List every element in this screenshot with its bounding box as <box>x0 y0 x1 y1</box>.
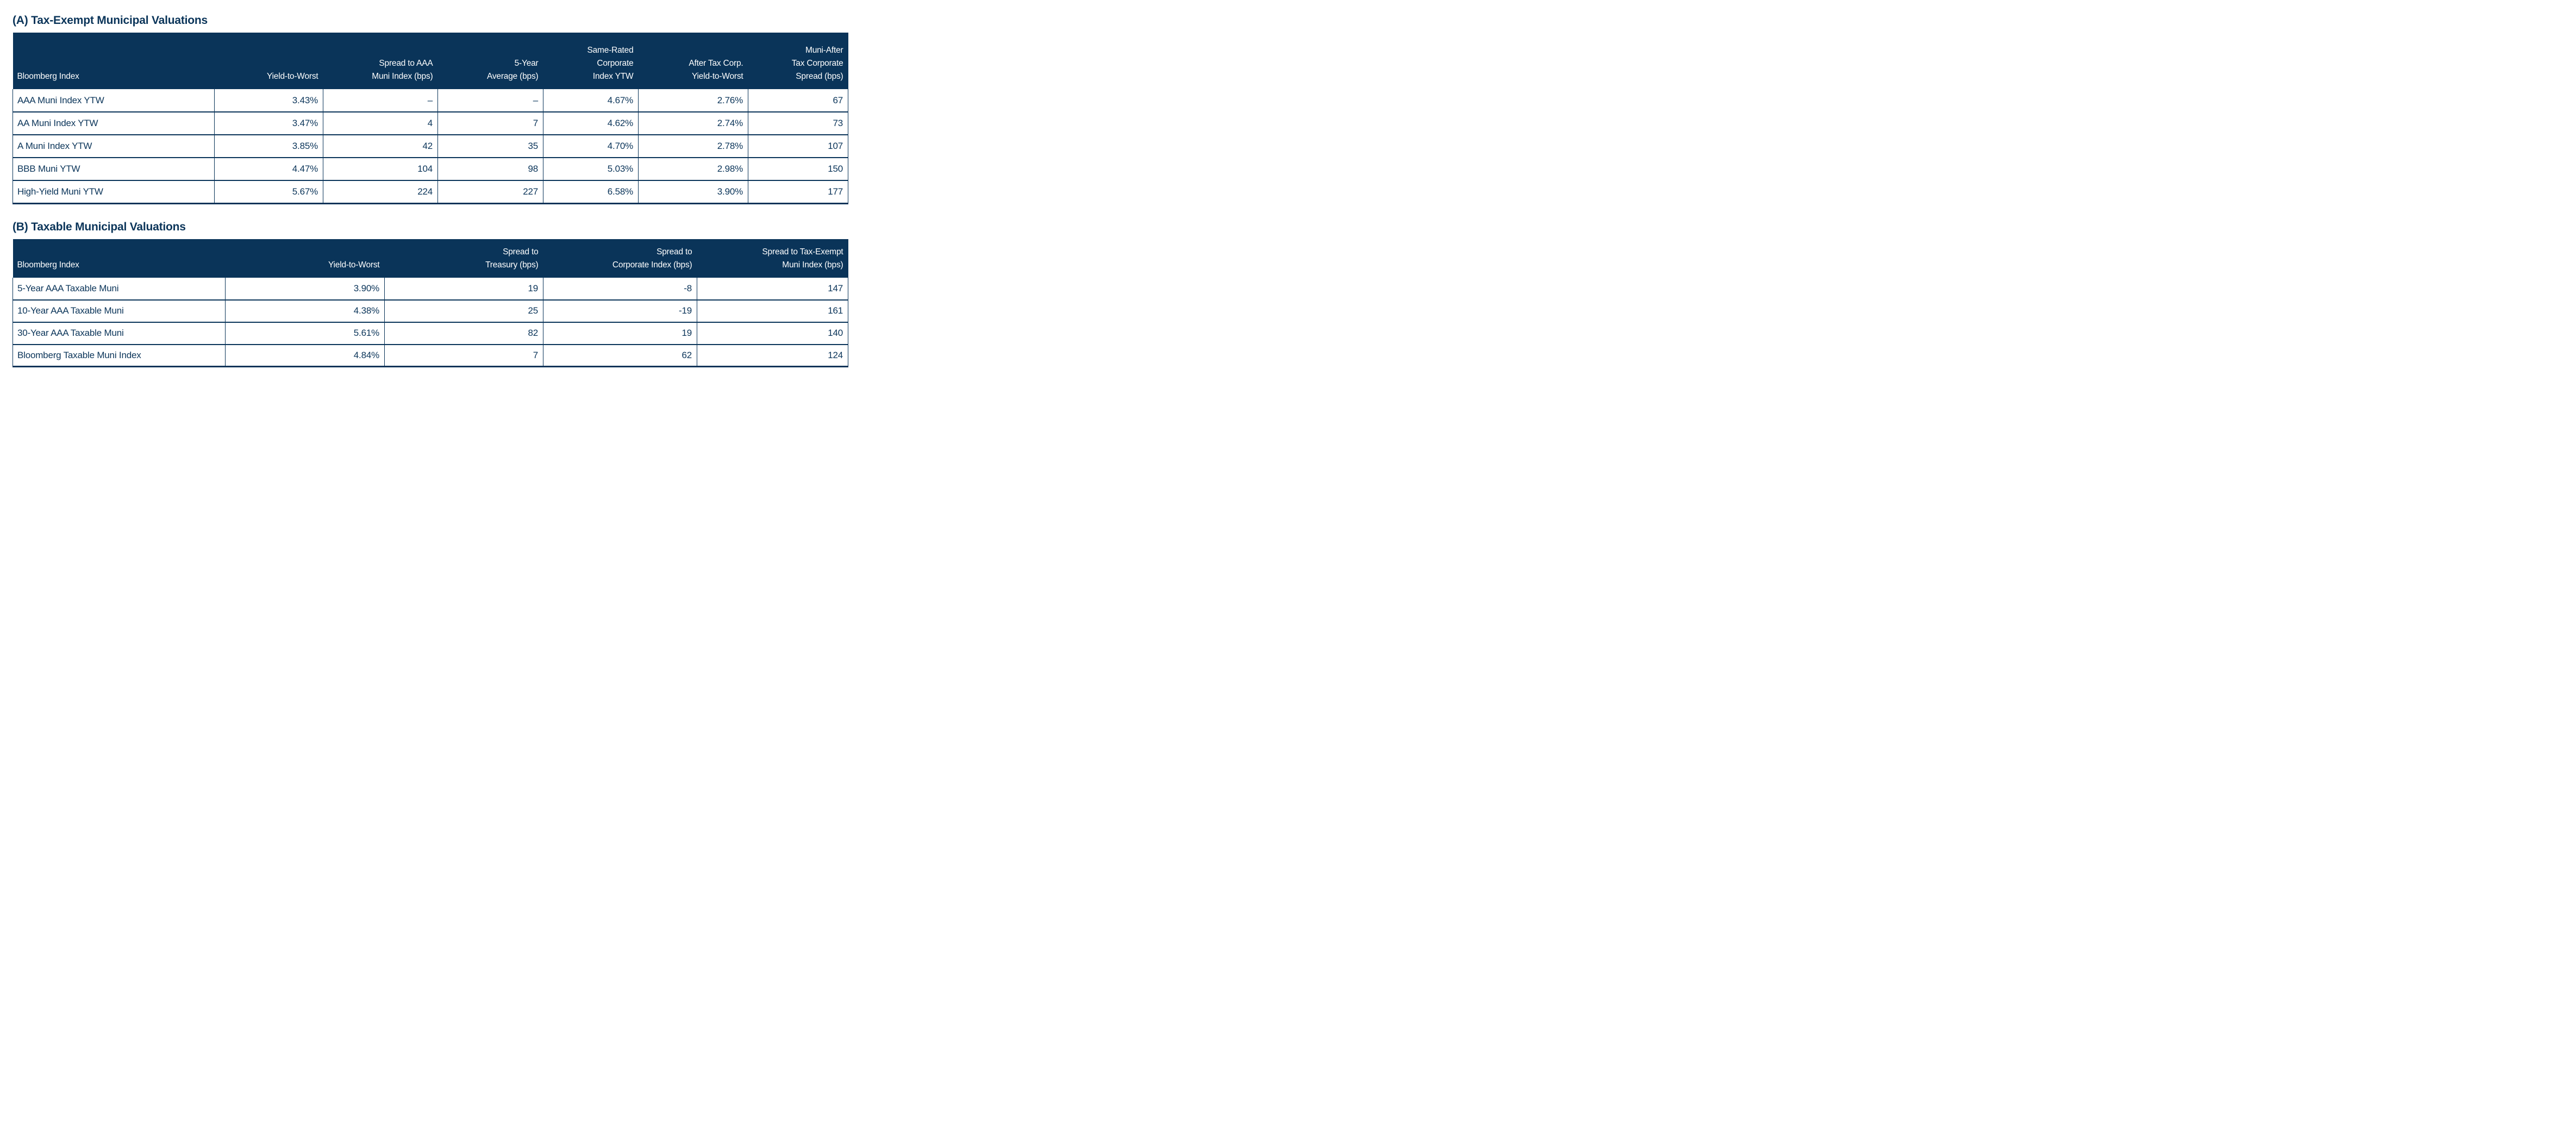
table-row: AAA Muni Index YTW 3.43% – – 4.67% 2.76%… <box>12 89 848 112</box>
value-cell: 104 <box>323 157 438 181</box>
value-cell: -8 <box>543 277 697 300</box>
value-cell: 227 <box>437 180 543 204</box>
value-cell: 3.90% <box>638 180 748 204</box>
col-header-same-rated-corporate-ytw: Same-Rated Corporate Index YTW <box>543 33 639 89</box>
value-cell: 7 <box>437 111 543 135</box>
value-cell: 73 <box>748 111 848 135</box>
page: (A) Tax-Exempt Municipal Valuations Bloo… <box>0 0 852 374</box>
table-row: 30-Year AAA Taxable Muni 5.61% 82 19 140 <box>12 321 848 345</box>
table-row: 5-Year AAA Taxable Muni 3.90% 19 -8 147 <box>12 277 848 300</box>
value-cell: 5.61% <box>225 321 385 345</box>
row-label-cell: A Muni Index YTW <box>12 134 215 158</box>
section-b-title: (B) Taxable Municipal Valuations <box>12 220 186 233</box>
row-label-cell: 30-Year AAA Taxable Muni <box>12 321 226 345</box>
table-row: BBB Muni YTW 4.47% 104 98 5.03% 2.98% 15… <box>12 157 848 181</box>
row-label-cell: 10-Year AAA Taxable Muni <box>12 299 226 322</box>
value-cell: – <box>437 89 543 112</box>
value-cell: 62 <box>543 343 697 367</box>
value-cell: 3.43% <box>214 89 323 112</box>
value-cell: 4.84% <box>225 343 385 367</box>
table-row: 10-Year AAA Taxable Muni 4.38% 25 -19 16… <box>12 299 848 322</box>
value-cell: 19 <box>543 321 697 345</box>
col-header-spread-to-corporate-index: Spread to Corporate Index (bps) <box>543 239 697 278</box>
row-label-cell: AA Muni Index YTW <box>12 111 215 135</box>
value-cell: 2.74% <box>638 111 748 135</box>
value-cell: 67 <box>748 89 848 112</box>
table-row: AA Muni Index YTW 3.47% 4 7 4.62% 2.74% … <box>12 111 848 135</box>
value-cell: 2.76% <box>638 89 748 112</box>
value-cell: 4.62% <box>543 111 639 135</box>
value-cell: – <box>323 89 438 112</box>
value-cell: 5.67% <box>214 180 323 204</box>
taxable-valuations-table: Bloomberg Index Yield-to-Worst Spread to… <box>12 239 848 367</box>
value-cell: 4.67% <box>543 89 639 112</box>
col-header-yield-to-worst: Yield-to-Worst <box>214 33 323 89</box>
table-row: Bloomberg Taxable Muni Index 4.84% 7 62 … <box>12 343 848 367</box>
value-cell: 82 <box>384 321 543 345</box>
value-cell: 25 <box>384 299 543 322</box>
value-cell: 161 <box>697 299 848 322</box>
value-cell: 4 <box>323 111 438 135</box>
value-cell: 150 <box>748 157 848 181</box>
row-label-cell: AAA Muni Index YTW <box>12 89 215 112</box>
section-taxable: (B) Taxable Municipal Valuations Bloombe… <box>12 220 848 367</box>
value-cell: 7 <box>384 343 543 367</box>
col-header-bloomberg-index: Bloomberg Index <box>12 239 226 278</box>
section-tax-exempt: (A) Tax-Exempt Municipal Valuations Bloo… <box>12 14 848 204</box>
header-row: Bloomberg Index Yield-to-Worst Spread to… <box>12 239 848 278</box>
value-cell: 35 <box>437 134 543 158</box>
value-cell: -19 <box>543 299 697 322</box>
tax-exempt-valuations-table: Bloomberg Index Yield-to-Worst Spread to… <box>12 33 848 204</box>
value-cell: 4.70% <box>543 134 639 158</box>
col-header-spread-to-aaa-muni: Spread to AAA Muni Index (bps) <box>323 33 438 89</box>
value-cell: 2.98% <box>638 157 748 181</box>
col-header-after-tax-corp-ytw: After Tax Corp. Yield-to-Worst <box>638 33 748 89</box>
col-header-spread-to-treasury: Spread to Treasury (bps) <box>384 239 543 278</box>
section-a-title: (A) Tax-Exempt Municipal Valuations <box>12 14 208 27</box>
value-cell: 42 <box>323 134 438 158</box>
value-cell: 107 <box>748 134 848 158</box>
header-row: Bloomberg Index Yield-to-Worst Spread to… <box>12 33 848 89</box>
value-cell: 2.78% <box>638 134 748 158</box>
row-label-cell: Bloomberg Taxable Muni Index <box>12 343 226 367</box>
table-row: A Muni Index YTW 3.85% 42 35 4.70% 2.78%… <box>12 134 848 158</box>
col-header-spread-to-tax-exempt-muni: Spread to Tax-Exempt Muni Index (bps) <box>697 239 848 278</box>
col-header-muni-after-tax-corporate-spread: Muni-After Tax Corporate Spread (bps) <box>748 33 848 89</box>
value-cell: 6.58% <box>543 180 639 204</box>
value-cell: 3.85% <box>214 134 323 158</box>
col-header-yield-to-worst: Yield-to-Worst <box>225 239 385 278</box>
value-cell: 19 <box>384 277 543 300</box>
value-cell: 4.38% <box>225 299 385 322</box>
value-cell: 147 <box>697 277 848 300</box>
value-cell: 3.90% <box>225 277 385 300</box>
value-cell: 224 <box>323 180 438 204</box>
value-cell: 124 <box>697 343 848 367</box>
row-label-cell: High-Yield Muni YTW <box>12 180 215 204</box>
table-row: High-Yield Muni YTW 5.67% 224 227 6.58% … <box>12 180 848 204</box>
col-header-bloomberg-index: Bloomberg Index <box>12 33 215 89</box>
value-cell: 3.47% <box>214 111 323 135</box>
row-label-cell: BBB Muni YTW <box>12 157 215 181</box>
row-label-cell: 5-Year AAA Taxable Muni <box>12 277 226 300</box>
value-cell: 177 <box>748 180 848 204</box>
value-cell: 5.03% <box>543 157 639 181</box>
value-cell: 4.47% <box>214 157 323 181</box>
value-cell: 140 <box>697 321 848 345</box>
col-header-5-year-average: 5-Year Average (bps) <box>437 33 543 89</box>
value-cell: 98 <box>437 157 543 181</box>
